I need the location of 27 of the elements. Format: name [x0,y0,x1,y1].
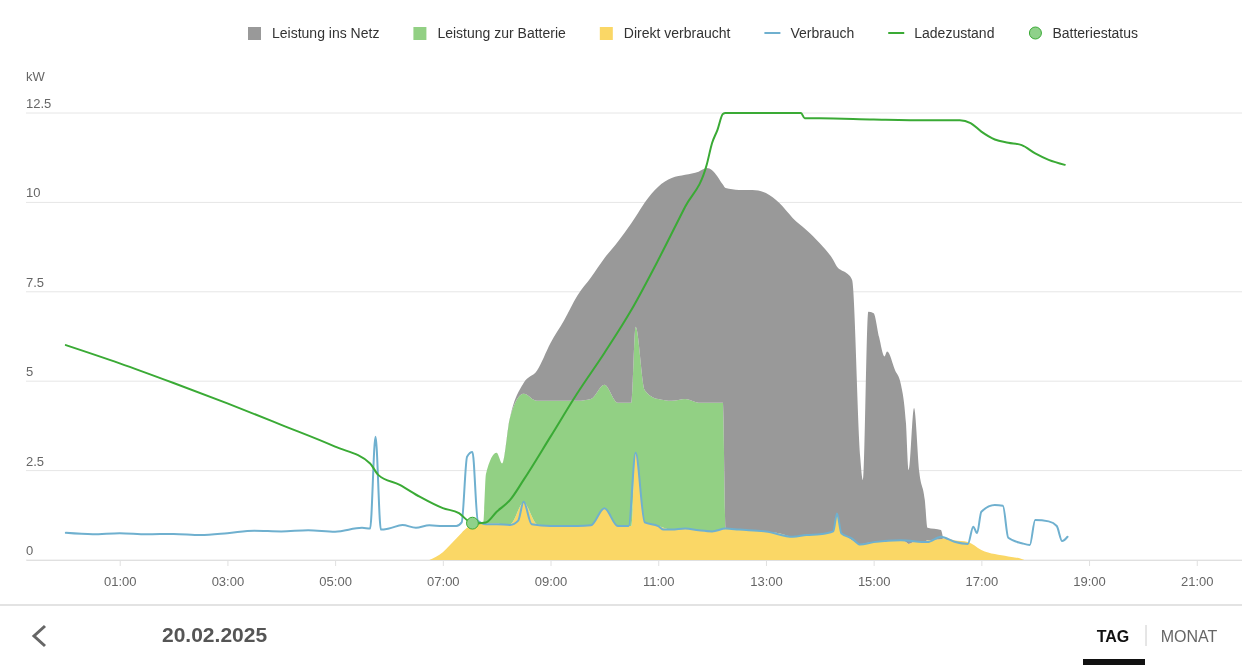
y-axis-title: kW [26,69,46,84]
text: 20.02.2025 [162,623,268,646]
x-tick-label: 07:00 [427,573,460,589]
x-tick-label: 17:00 [965,573,999,589]
y-tick-label: 0 [26,543,34,558]
x-tick-label: 15:00 [857,573,891,589]
x-tick-label: 03:00 [211,573,245,589]
x-tick-label: 21:00 [1180,573,1214,589]
legend-label: Leistung ins Netz [272,25,380,41]
legend-label: Ladezustand [914,25,995,41]
y-tick-label: 7.5 [26,274,45,290]
y-tick-label: 5 [26,364,34,380]
legend-label: Leistung zur Batterie [437,25,567,41]
x-tick-label: 09:00 [534,573,568,589]
text: MONAT [1160,628,1218,645]
y-tick-label: 12.5 [26,96,52,111]
y-tick-label: 10 [26,185,41,201]
legend-label: Batteriestatus [1052,25,1139,41]
x-tick-label: 11:00 [642,573,675,589]
legend-label: Direkt verbraucht [623,25,731,41]
text: TAG [1096,628,1130,645]
legend-label: Verbrauch [790,25,855,41]
x-tick-label: 05:00 [319,573,352,589]
x-tick-label: 19:00 [1073,573,1106,589]
x-tick-label: 13:00 [750,573,783,589]
y-tick-label: 2.5 [26,453,45,469]
x-tick-label: 01:00 [103,573,137,589]
